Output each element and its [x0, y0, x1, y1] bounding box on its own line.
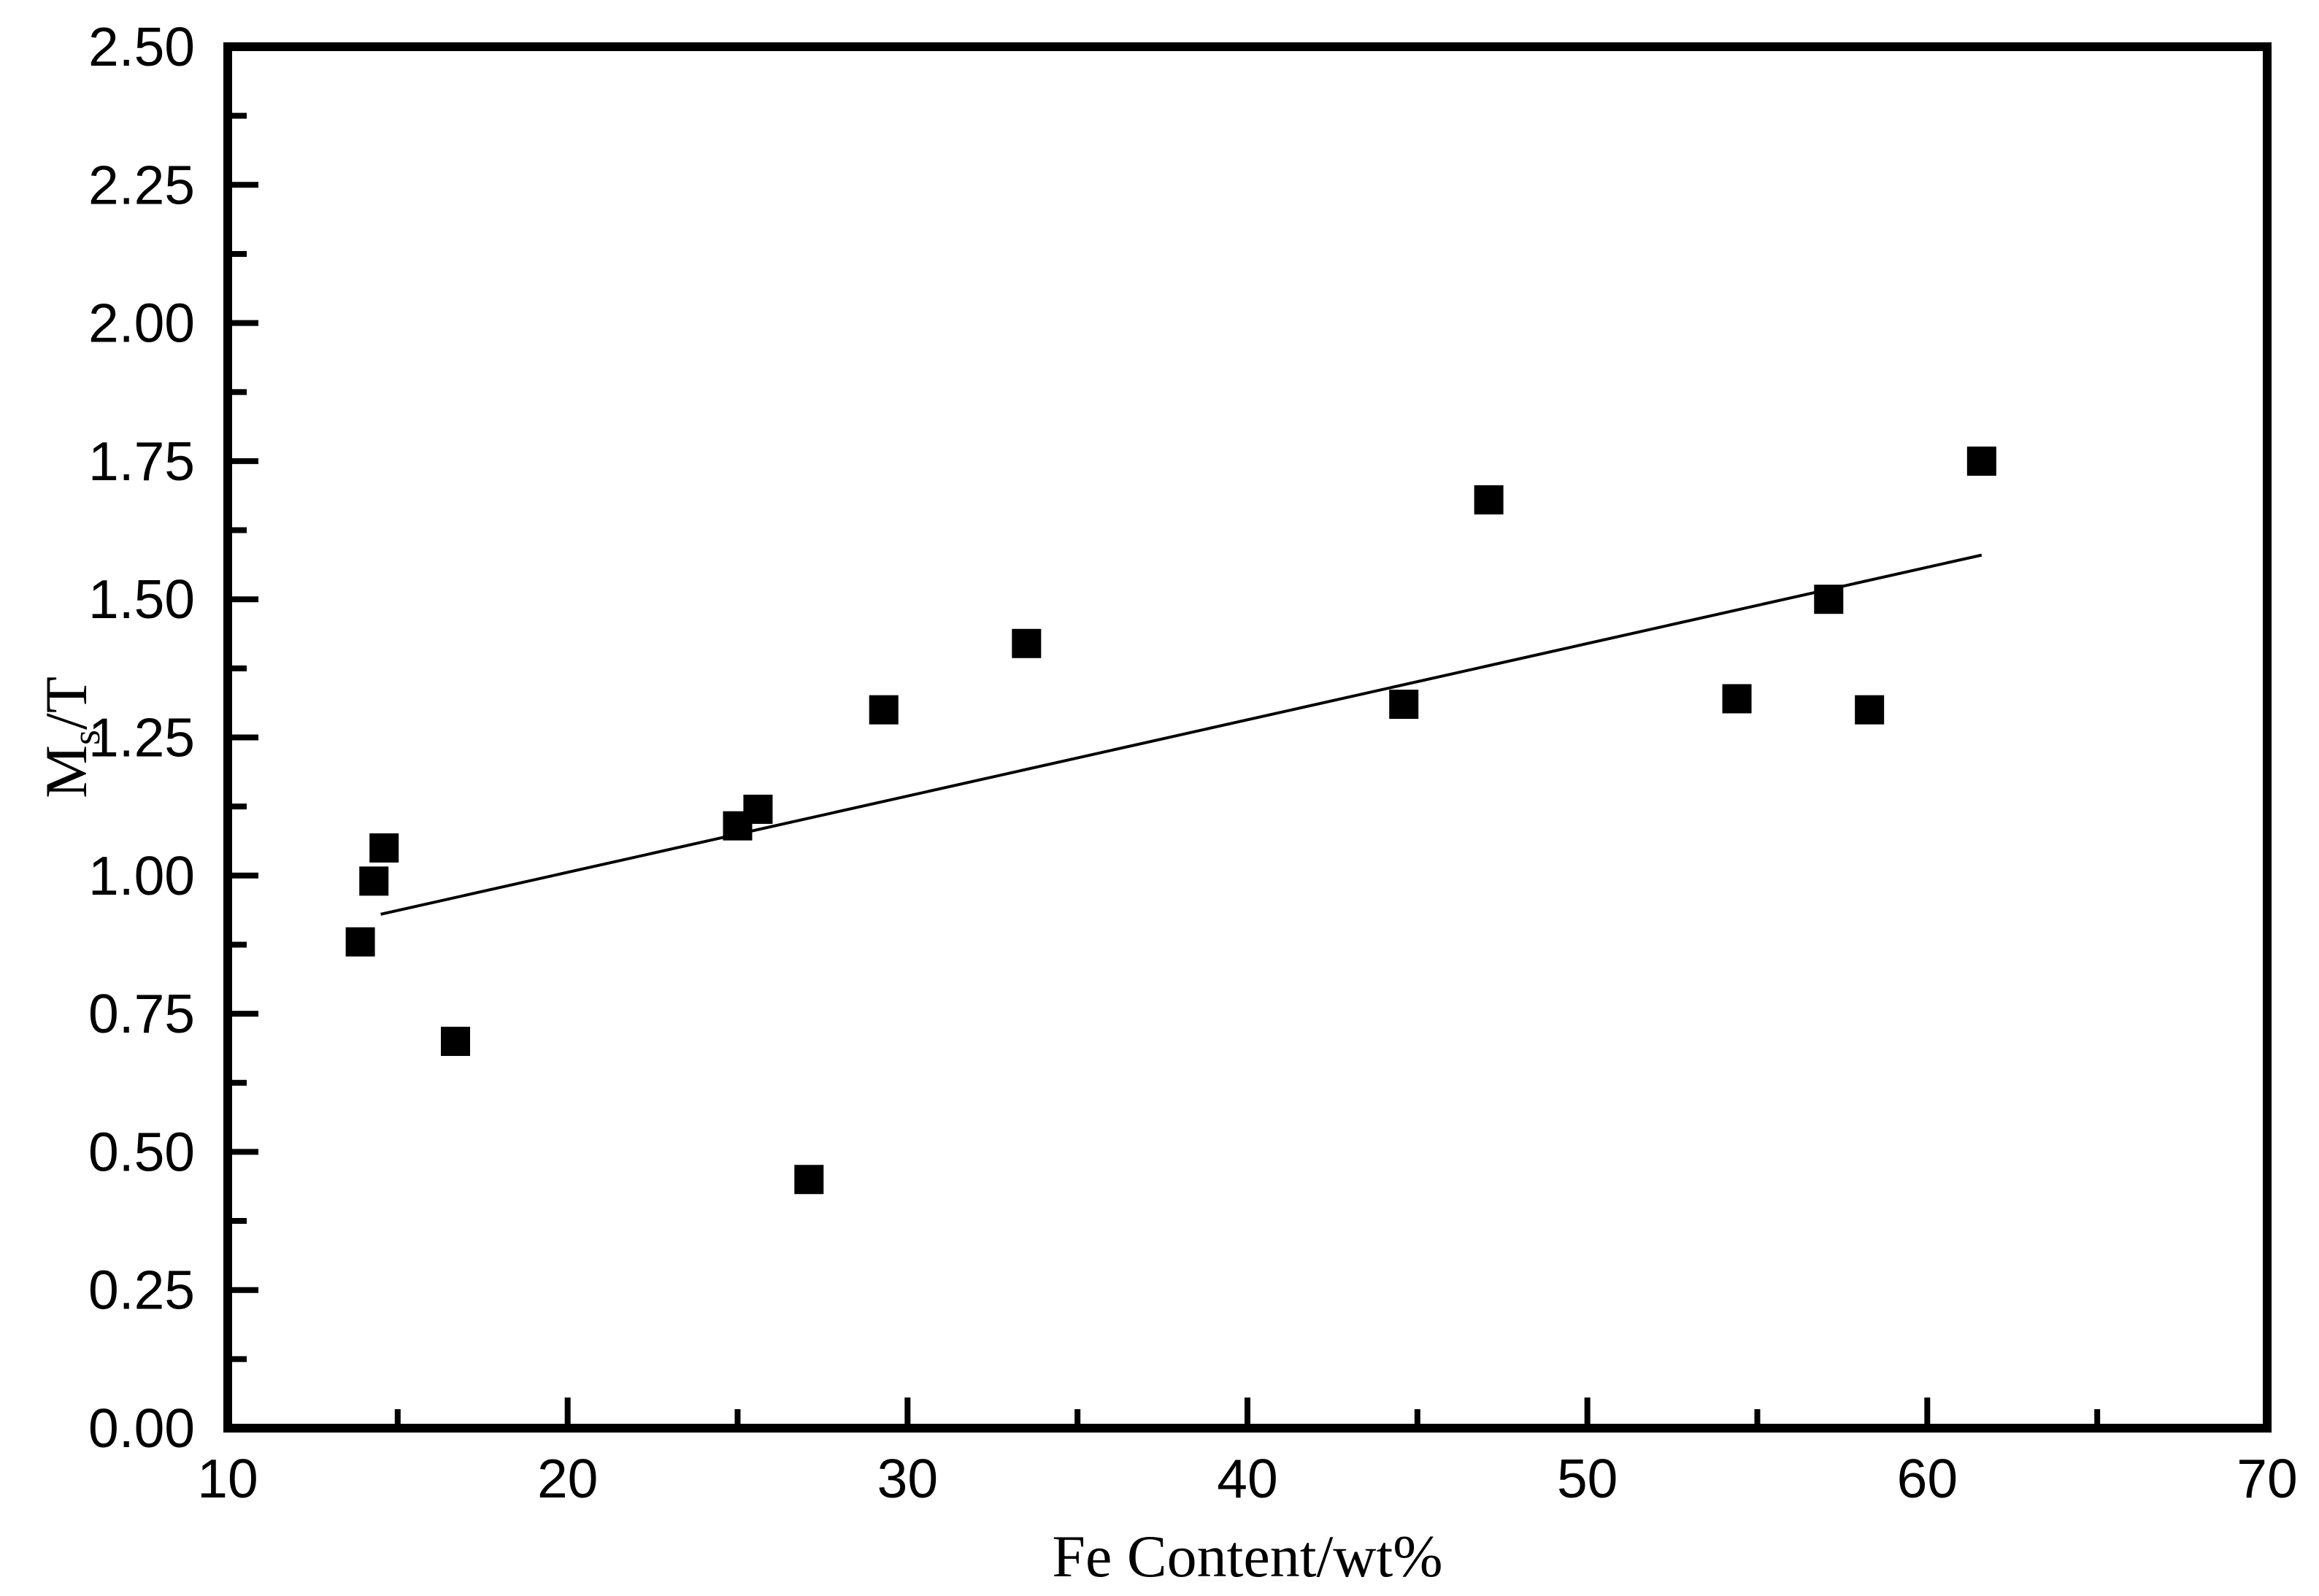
- y-axis-title-main: M: [33, 745, 99, 798]
- data-point-marker: [369, 833, 399, 863]
- y-tick-label: 1.75: [88, 431, 195, 492]
- data-point-marker: [359, 866, 389, 896]
- data-point-marker: [869, 695, 899, 725]
- y-tick-label: 0.75: [88, 983, 195, 1044]
- y-tick-label: 1.00: [88, 845, 195, 906]
- data-point-marker: [440, 1026, 470, 1056]
- plot-frame: [223, 42, 2272, 1433]
- x-tick-label: 50: [1557, 1448, 1618, 1509]
- x-tick-label: 30: [877, 1448, 938, 1509]
- y-tick-label: 2.25: [88, 154, 195, 215]
- data-point-marker: [1389, 690, 1419, 720]
- data-point-marker: [1814, 585, 1844, 614]
- x-tick-label: 10: [197, 1448, 258, 1509]
- data-point-marker: [743, 794, 773, 824]
- y-tick-label: 2.00: [88, 293, 195, 354]
- data-point-marker: [1012, 628, 1042, 658]
- trend-line: [380, 553, 1983, 916]
- x-tick-label: 20: [537, 1448, 598, 1509]
- y-tick-label: 1.50: [88, 568, 195, 630]
- x-tick-label: 70: [2237, 1448, 2297, 1509]
- data-point-marker: [1966, 446, 1996, 476]
- x-tick-label: 40: [1217, 1448, 1277, 1509]
- data-point-marker: [345, 927, 375, 957]
- y-tick-label: 0.25: [88, 1260, 195, 1321]
- y-axis-title-subscript: s: [64, 730, 108, 745]
- y-tick-label: 0.00: [88, 1398, 195, 1459]
- y-tick-label: 1.25: [88, 707, 195, 768]
- y-tick-label: 0.50: [88, 1121, 195, 1182]
- y-tick-label: 2.50: [88, 16, 195, 77]
- data-point-marker: [794, 1165, 824, 1195]
- y-axis-title: Ms/T: [33, 676, 108, 798]
- y-axis-title-rest: /T: [33, 676, 99, 730]
- data-point-marker: [1855, 695, 1885, 725]
- data-point-marker: [1722, 684, 1752, 714]
- x-tick-label: 60: [1897, 1448, 1958, 1509]
- x-axis-title: Fe Content/wt%: [1052, 1523, 1442, 1589]
- data-point-marker: [1474, 485, 1504, 514]
